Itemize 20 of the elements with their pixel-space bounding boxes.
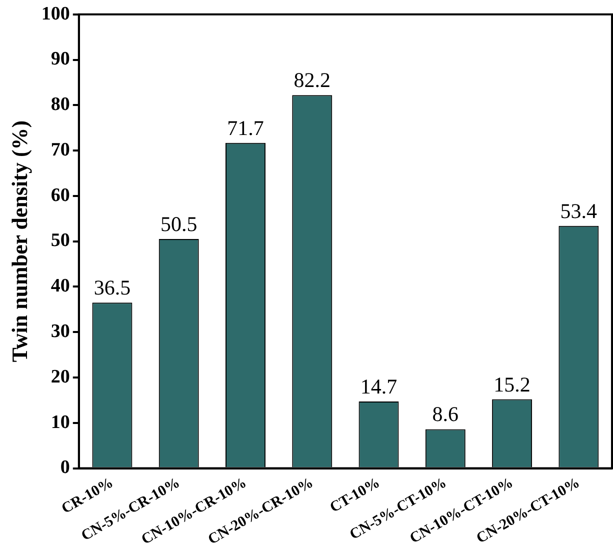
data-label: 14.7 [360,374,398,399]
y-tick-label: 90 [50,48,70,70]
data-label: 36.5 [94,276,131,300]
data-label: 15.2 [494,372,530,396]
y-tick-label: 80 [50,94,70,116]
y-tick-label: 70 [50,139,70,160]
y-tick-label: 10 [50,412,70,433]
y-tick-label: 100 [41,3,70,24]
y-tick-label: 30 [50,321,70,342]
y-tick-label: 60 [50,184,70,206]
data-label: 8.6 [432,402,459,426]
data-label: 82.2 [294,68,331,92]
y-axis-title: Twin number density (%) [6,120,32,362]
data-label: 71.7 [227,116,264,140]
data-label: 50.5 [160,212,198,236]
y-tick-label: 0 [60,457,70,478]
y-tick-label: 40 [50,276,70,297]
y-tick-label: 20 [50,366,70,388]
y-tick-label: 50 [50,230,70,252]
data-label: 53.4 [560,198,598,223]
